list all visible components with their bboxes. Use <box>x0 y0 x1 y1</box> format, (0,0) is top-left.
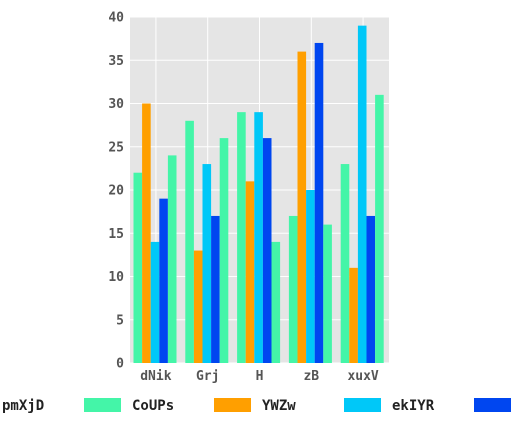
bar-dNik-1 <box>142 103 151 363</box>
bar-H-0 <box>237 112 246 364</box>
y-tick-label: 10 <box>108 270 124 285</box>
y-tick-label: 5 <box>116 313 124 328</box>
bar-dNik-0 <box>133 172 143 363</box>
bar-zB-3 <box>314 42 324 363</box>
bar-xuxV-4 <box>375 94 384 363</box>
bar-dNik-2 <box>150 241 160 363</box>
x-tick-label: dNik <box>140 369 171 384</box>
bar-Grj-4 <box>219 138 229 363</box>
bar-Grj-0 <box>185 120 194 363</box>
legend-label: ekIYR <box>392 398 435 414</box>
bar-zB-1 <box>297 51 307 363</box>
bar-dNik-4 <box>167 155 177 363</box>
bar-Grj-1 <box>193 250 203 363</box>
y-tick-label: 40 <box>108 11 124 26</box>
y-tick-label: 20 <box>108 184 124 199</box>
bar-zB-0 <box>288 215 298 363</box>
legend: pmXjD CoUPs YWZw ekIYR <box>2 398 511 414</box>
bar-H-4 <box>271 241 281 363</box>
bar-xuxV-0 <box>340 164 350 363</box>
x-tick-label: H <box>256 369 264 384</box>
y-tick-label: 35 <box>108 54 124 69</box>
bars <box>133 25 384 364</box>
bar-zB-4 <box>323 224 332 363</box>
legend-swatch <box>214 398 251 412</box>
y-tick-label: 15 <box>108 227 124 242</box>
bar-zB-2 <box>306 190 315 363</box>
legend-label: CoUPs <box>132 398 174 414</box>
legend-label: pmXjD <box>2 398 44 414</box>
y-tick-label: 30 <box>108 97 124 112</box>
y-axis-ticks: 0 5 10 15 20 25 30 35 40 <box>108 11 124 372</box>
bar-H-1 <box>245 181 255 363</box>
bar-xuxV-1 <box>349 267 358 363</box>
x-tick-label: xuxV <box>347 369 378 384</box>
legend-swatch <box>474 398 511 412</box>
bar-H-2 <box>254 112 263 364</box>
x-tick-label: Grj <box>196 369 219 384</box>
bar-Grj-2 <box>202 164 212 363</box>
bar-xuxV-3 <box>366 215 376 363</box>
legend-swatch <box>84 398 121 412</box>
y-tick-label: 0 <box>116 357 124 372</box>
y-tick-label: 25 <box>108 140 124 155</box>
legend-swatch <box>344 398 381 412</box>
bar-dNik-3 <box>159 198 168 363</box>
legend-label: YWZw <box>262 398 296 414</box>
bar-Grj-3 <box>211 215 220 363</box>
x-tick-label: zB <box>303 369 319 384</box>
bar-H-3 <box>262 138 272 363</box>
bar-xuxV-2 <box>357 25 367 364</box>
